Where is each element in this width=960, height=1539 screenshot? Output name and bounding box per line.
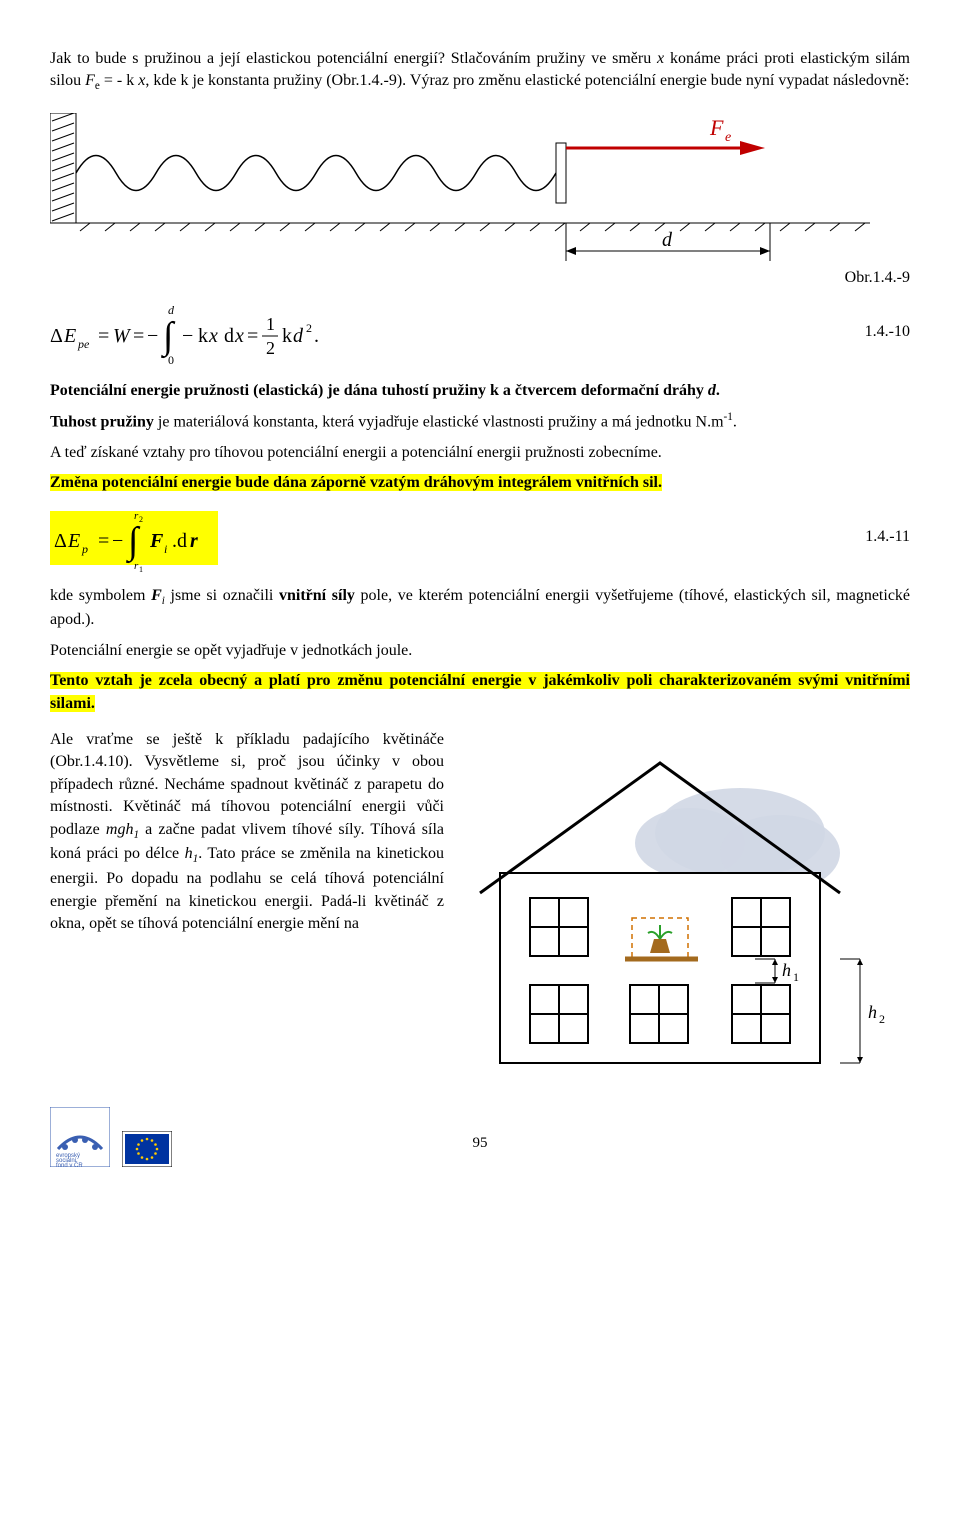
esf-logo-icon: evropský sociální fond v ČR — [50, 1107, 110, 1167]
eq1-number: 1.4.-10 — [865, 321, 910, 343]
svg-text:Δ: Δ — [50, 325, 63, 347]
svg-text:F: F — [149, 530, 164, 552]
text: je materiálová konstanta, která vyjadřuj… — [154, 413, 724, 430]
svg-text:W: W — [113, 325, 132, 347]
wrap-section: h 1 h 2 Ale vraťme se ještě k příkladu p… — [50, 723, 910, 1083]
svg-text:=: = — [247, 325, 258, 347]
svg-text:2: 2 — [879, 1012, 885, 1026]
svg-text:2: 2 — [266, 338, 275, 358]
para-stiffness: Tuhost pružiny je materiálová konstanta,… — [50, 410, 910, 434]
spring-figure: F e d Obr.1.4.-9 — [50, 113, 910, 289]
text: Jak to bude s pružinou a její elastickou… — [50, 50, 657, 67]
fig-caption: Obr.1.4.-9 — [845, 267, 910, 289]
svg-text:d: d — [293, 325, 304, 347]
svg-text:2: 2 — [306, 321, 312, 335]
svg-text:k: k — [282, 325, 292, 347]
svg-text:h: h — [782, 960, 791, 980]
svg-text:i: i — [164, 542, 167, 556]
svg-text:r: r — [190, 530, 198, 552]
eu-flag-icon — [122, 1131, 172, 1167]
eq2-expr: Δ E p = − ∫ r 2 r 1 F i .d r — [50, 503, 250, 573]
svg-text:p: p — [81, 542, 88, 556]
svg-text:d: d — [168, 303, 175, 317]
svg-text:d: d — [662, 229, 673, 251]
var-Fi: F — [151, 587, 162, 604]
text: . — [716, 382, 720, 399]
intro-paragraph: Jak to bude s pružinou a její elastickou… — [50, 48, 910, 95]
svg-text:E: E — [63, 325, 76, 347]
svg-text:k: k — [198, 325, 208, 347]
svg-text:2: 2 — [139, 515, 143, 524]
inner-forces: vnitřní síly — [279, 587, 355, 604]
highlighted-text: Změna potenciální energie bude dána zápo… — [50, 474, 662, 491]
text: A teď získané vztahy pro tíhovou potenci… — [50, 444, 662, 461]
svg-text:F: F — [709, 115, 724, 140]
text: kde symbolem — [50, 587, 151, 604]
svg-text:.d: .d — [172, 530, 187, 552]
para-elastic: Potenciální energie pružnosti (elastická… — [50, 380, 910, 402]
svg-text:−: − — [147, 325, 158, 347]
svg-text:x: x — [234, 325, 244, 347]
h1: h — [185, 845, 193, 862]
svg-text:1: 1 — [266, 314, 275, 334]
eq1-expr: Δ E pe = W = − ∫ d 0 − k x d x = 1 2 k d… — [50, 298, 350, 368]
eq2-number: 1.4.-11 — [865, 526, 910, 548]
text: . — [733, 413, 737, 430]
text: , kde k je konstanta pružiny (Obr.1.4.-9… — [145, 72, 909, 89]
spring-svg: F e d — [50, 113, 870, 263]
equation-1: Δ E pe = W = − ∫ d 0 − k x d x = 1 2 k d… — [50, 298, 910, 368]
page-number: 95 — [50, 1133, 910, 1154]
mgh1: mgh — [106, 821, 134, 838]
text: Potenciální energie pružnosti (elastická… — [50, 382, 708, 399]
para-fi: kde symbolem Fi jsme si označili vnitřní… — [50, 585, 910, 632]
para-joule: Potenciální energie se opět vyjadřuje v … — [50, 640, 910, 662]
house-figure: h 1 h 2 — [460, 723, 910, 1083]
exp: -1 — [724, 411, 733, 423]
var-d: d — [708, 382, 716, 399]
svg-text:−: − — [112, 530, 123, 552]
svg-text:d: d — [224, 325, 234, 347]
svg-text:=: = — [98, 325, 109, 347]
text: = - k — [100, 72, 138, 89]
svg-text:=: = — [98, 530, 109, 552]
svg-text:E: E — [67, 530, 80, 552]
svg-text:h: h — [868, 1002, 877, 1022]
svg-text:e: e — [725, 130, 731, 145]
svg-text:1: 1 — [793, 970, 799, 984]
equation-2: Δ E p = − ∫ r 2 r 1 F i .d r 1.4.-11 — [50, 503, 910, 573]
para-statement: Změna potenciální energie bude dána zápo… — [50, 472, 910, 494]
svg-text:1: 1 — [139, 565, 143, 573]
svg-text:Δ: Δ — [54, 530, 67, 552]
svg-text:x: x — [208, 325, 218, 347]
text: Tuhost pružiny — [50, 413, 154, 430]
svg-text:0: 0 — [168, 353, 174, 367]
svg-text:=: = — [133, 325, 144, 347]
text: jsme si označili — [165, 587, 279, 604]
highlighted-text: Tento vztah je zcela obecný a platí pro … — [50, 672, 910, 711]
svg-text:fond v ČR: fond v ČR — [56, 1162, 83, 1167]
para-generalize: A teď získané vztahy pro tíhovou potenci… — [50, 442, 910, 464]
var-Fe: F — [85, 72, 95, 89]
svg-text:pe: pe — [77, 337, 90, 351]
para-general: Tento vztah je zcela obecný a platí pro … — [50, 670, 910, 715]
svg-text:.: . — [314, 325, 319, 347]
svg-text:−: − — [182, 325, 193, 347]
